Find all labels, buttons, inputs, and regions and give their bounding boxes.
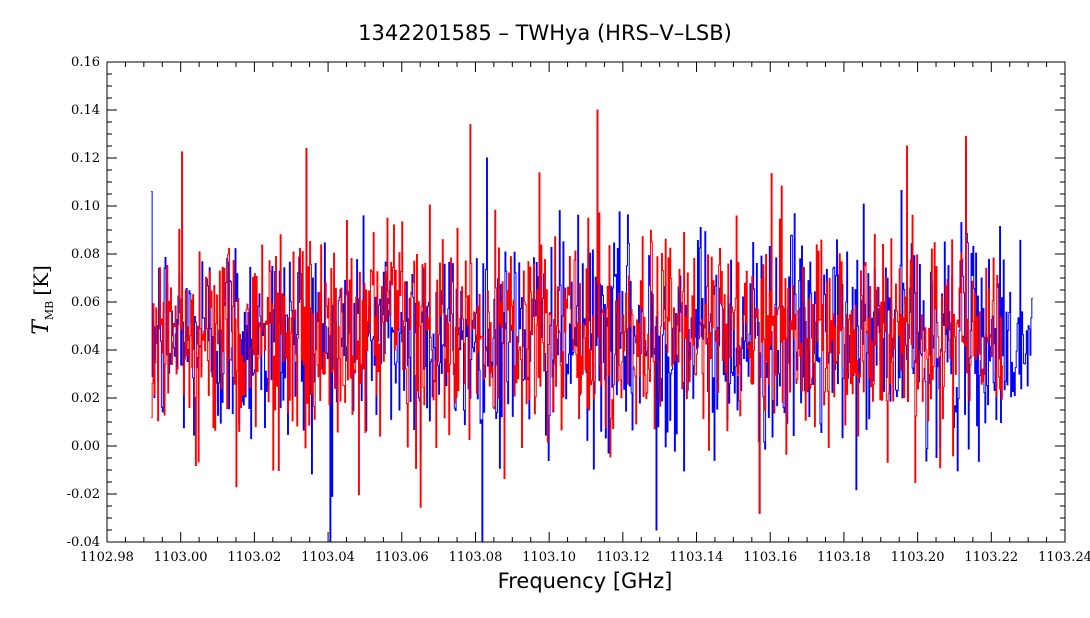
x-tick-label: 1103.14 — [670, 550, 724, 565]
x-tick-label: 1103.22 — [964, 550, 1018, 565]
chart-title: 1342201585 – TWHya (HRS–V–LSB) — [358, 21, 732, 45]
x-tick-label: 1103.04 — [301, 550, 355, 565]
y-axis: -0.04 -0.02 0.00 0.02 0.04 0.06 0.08 0.10 0.12 0.… — [67, 55, 1065, 550]
x-tick-label: 1103.24 — [1038, 550, 1090, 565]
x-tick-label: 1103.18 — [817, 550, 871, 565]
x-tick-label: 1103.08 — [449, 550, 503, 565]
y-axis-title: TMB [K] — [29, 265, 56, 335]
x-tick-label: 1103.16 — [743, 550, 797, 565]
x-tick-label: 1102.98 — [80, 550, 134, 565]
x-tick-label: 1103.20 — [891, 550, 945, 565]
y-axis-symbol: T — [29, 318, 54, 335]
x-axis: 1102.98 1103.00 1103.02 1103.04 1103.06 1103.… — [80, 62, 1090, 565]
x-tick-label: 1103.12 — [596, 550, 650, 565]
y-tick-label: 0.10 — [71, 199, 100, 214]
y-axis-subscript: MB — [43, 301, 56, 320]
y-tick-label: 0.02 — [71, 391, 100, 406]
spectrum-series-2 — [151, 109, 1004, 514]
y-tick-label: 0.16 — [71, 55, 100, 70]
y-axis-unit: [K] — [29, 265, 53, 296]
y-tick-label: 0.04 — [71, 343, 100, 358]
y-tick-label: 0.00 — [71, 439, 100, 454]
x-tick-label: 1103.06 — [375, 550, 429, 565]
y-tick-label: -0.04 — [67, 535, 100, 550]
x-tick-label: 1103.10 — [522, 550, 576, 565]
y-tick-label: 0.14 — [71, 103, 100, 118]
x-tick-label: 1103.00 — [154, 550, 208, 565]
x-axis-title: Frequency [GHz] — [498, 569, 673, 593]
y-tick-label: 0.12 — [71, 151, 100, 166]
y-tick-label: -0.02 — [67, 487, 100, 502]
y-tick-label: 0.06 — [71, 295, 100, 310]
y-tick-label: 0.08 — [71, 247, 100, 262]
series-layer — [151, 109, 1033, 543]
plot-frame — [106, 61, 1066, 543]
x-tick-label: 1103.02 — [228, 550, 282, 565]
